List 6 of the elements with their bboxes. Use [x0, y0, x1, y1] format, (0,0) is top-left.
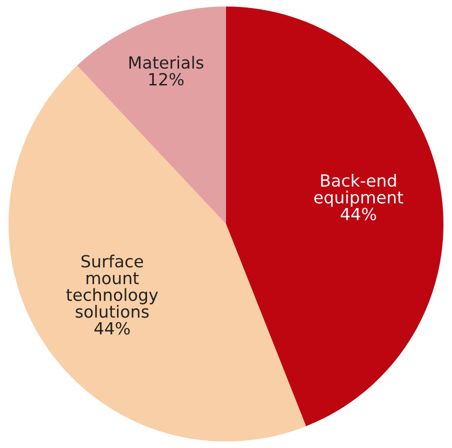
slice-label: Materials: [129, 56, 204, 69]
slice-label: Surface mount technology solutions: [66, 254, 158, 318]
data-label: 44%: [94, 322, 130, 335]
data-label: 44%: [340, 208, 376, 220]
slice-label: Back-end equipment: [314, 174, 404, 207]
data-label: 12%: [149, 72, 184, 86]
